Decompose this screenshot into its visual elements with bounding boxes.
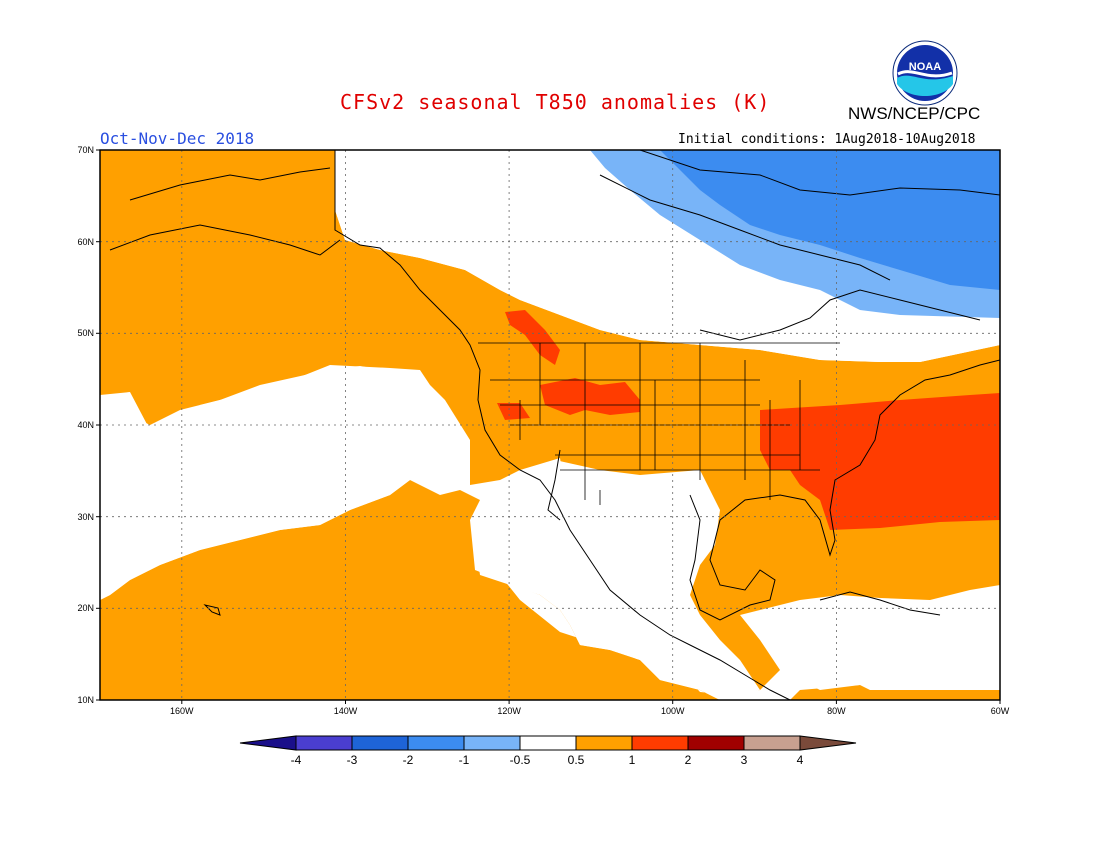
agency-label: NWS/NCEP/CPC — [848, 104, 981, 123]
legend-label: 1 — [629, 753, 636, 767]
lon-label-60w: 60W — [991, 706, 1010, 716]
forecast-period: Oct-Nov-Dec 2018 — [100, 129, 255, 148]
map-title: CFSv2 seasonal T850 anomalies (K) — [340, 90, 771, 114]
graticule — [100, 150, 1000, 700]
legend-swatch-6 — [575, 735, 633, 751]
legend-label: -4 — [291, 753, 302, 767]
lat-label-60: 60N — [77, 237, 94, 247]
legend-swatch-9 — [743, 735, 801, 751]
legend-label: -2 — [403, 753, 414, 767]
lon-label-140w: 140W — [334, 706, 358, 716]
legend-label: 0.5 — [568, 753, 585, 767]
legend-swatch-8 — [687, 735, 745, 751]
lon-label-80w: 80W — [827, 706, 846, 716]
lon-label-100w: 100W — [661, 706, 685, 716]
lat-label-20: 20N — [77, 603, 94, 613]
legend-label: -3 — [347, 753, 358, 767]
legend-swatch-2 — [351, 735, 409, 751]
legend-swatch-7 — [631, 735, 689, 751]
neutral-mexico-region — [475, 460, 760, 700]
neutral-caribbean-region — [795, 600, 1000, 690]
lat-label-70: 70N — [77, 145, 94, 155]
axis-ticks — [96, 149, 1001, 704]
lat-label-10: 10N — [77, 695, 94, 705]
state-boundaries — [478, 342, 840, 505]
lat-label-50: 50N — [77, 328, 94, 338]
strong-warm-region-rockies — [540, 378, 640, 415]
strong-warm-region-idaho — [497, 403, 530, 420]
initial-conditions: Initial conditions: 1Aug2018-10Aug2018 — [678, 132, 976, 147]
lon-label-120w: 120W — [497, 706, 521, 716]
latitude-labels: 70N 60N 50N 40N 30N 20N 10N — [77, 145, 94, 705]
noaa-logo-icon: NOAA — [892, 40, 958, 106]
legend-colorbar — [239, 735, 857, 751]
longitude-labels: 160W 140W 120W 100W 80W 60W — [170, 706, 1010, 716]
noaa-logo-text: NOAA — [909, 61, 941, 73]
legend-label: -1 — [459, 753, 470, 767]
coastlines — [109, 150, 1000, 700]
legend-labels: -4 -3 -2 -1 -0.5 0.5 1 2 3 4 — [291, 753, 804, 767]
legend-swatch-max — [799, 735, 857, 751]
lat-label-40: 40N — [77, 420, 94, 430]
lat-label-30: 30N — [77, 512, 94, 522]
legend-label: -0.5 — [510, 753, 531, 767]
lon-label-160w: 160W — [170, 706, 194, 716]
legend-swatch-4 — [463, 735, 521, 751]
strong-warm-region-east — [760, 393, 1000, 530]
legend-swatch-5 — [519, 735, 577, 751]
neutral-canada-region — [335, 150, 1000, 362]
legend-swatch-1 — [295, 735, 353, 751]
strong-warm-region-nw — [505, 310, 560, 365]
legend-label: 4 — [797, 753, 804, 767]
legend-swatch-3 — [407, 735, 465, 751]
legend-label: 2 — [685, 753, 692, 767]
cool-anomaly-region-dark — [660, 150, 1000, 290]
neutral-pacific-band — [100, 366, 445, 600]
legend-label: 3 — [741, 753, 748, 767]
legend-swatch-min — [239, 735, 297, 751]
